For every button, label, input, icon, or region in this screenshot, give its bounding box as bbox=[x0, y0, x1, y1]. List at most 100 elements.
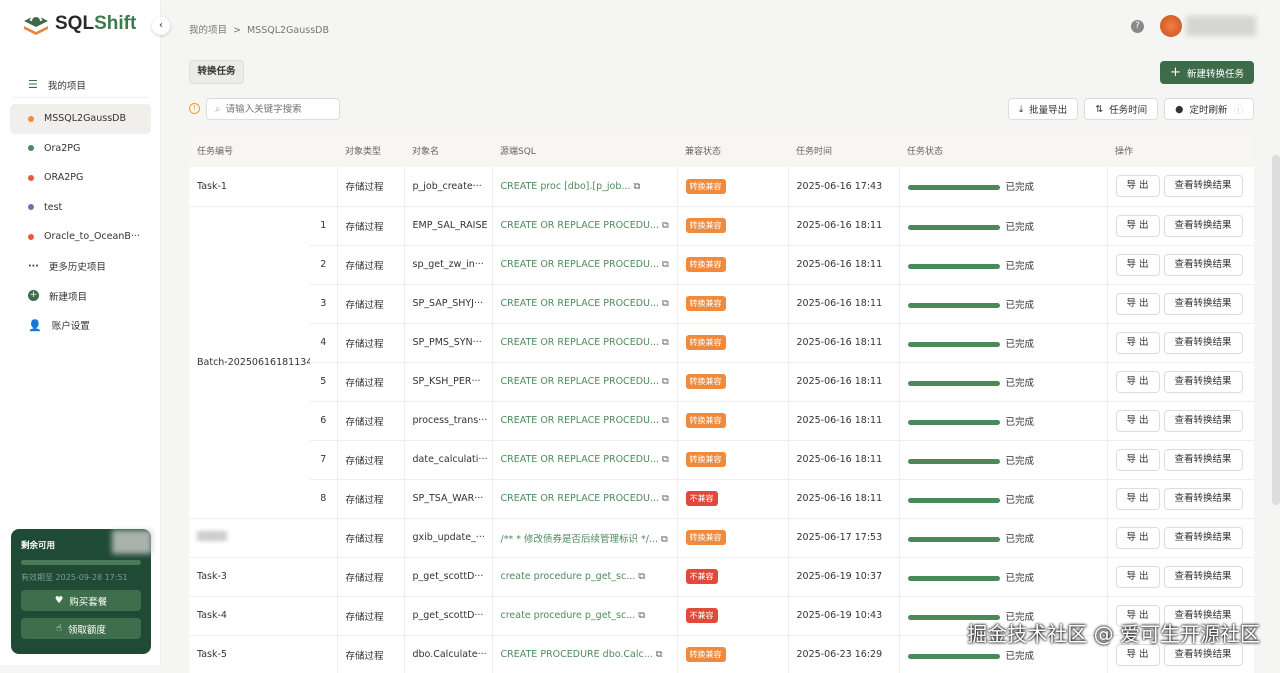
task-id-cell: Task-5 bbox=[189, 635, 310, 673]
view-result-button[interactable]: 查看转换结果 bbox=[1163, 487, 1243, 510]
copy-icon[interactable]: ⧉ bbox=[659, 220, 669, 231]
source-sql[interactable]: create procedure p_get_sc... bbox=[500, 571, 636, 582]
source-sql[interactable]: CREATE OR REPLACE PROCEDU... bbox=[500, 298, 660, 309]
task-id[interactable]: Batch-20250616181134 bbox=[197, 356, 310, 368]
sidebar-item-project[interactable]: test bbox=[10, 193, 151, 223]
copy-icon[interactable]: ⧉ bbox=[659, 298, 669, 309]
sidebar-item-project[interactable]: ORA2PG bbox=[10, 163, 151, 193]
new-task-button[interactable]: + 新建转换任务 bbox=[1160, 61, 1254, 84]
source-sql-cell: CREATE proc [dbo].[p_job... ⧉ bbox=[491, 167, 677, 207]
view-result-button[interactable]: 查看转换结果 bbox=[1163, 175, 1243, 198]
view-result-button[interactable]: 查看转换结果 bbox=[1163, 409, 1243, 432]
source-sql[interactable]: CREATE OR REPLACE PROCEDU... bbox=[500, 415, 660, 426]
source-sql[interactable]: create procedure p_get_sc... bbox=[500, 610, 636, 621]
sidebar-item-my-projects[interactable]: ☰ 我的项目 bbox=[10, 72, 151, 98]
source-sql[interactable]: CREATE proc [dbo].[p_job... bbox=[500, 180, 631, 192]
task-id[interactable]: Task-3 bbox=[197, 571, 227, 582]
status-text: 已完成 bbox=[1005, 611, 1035, 623]
help-icon[interactable]: ? bbox=[1131, 19, 1144, 33]
sidebar-item-more-projects[interactable]: ··· 更多历史项目 bbox=[10, 252, 151, 282]
copy-icon[interactable]: ⧉ bbox=[659, 337, 669, 348]
view-result-button[interactable]: 查看转换结果 bbox=[1163, 526, 1243, 549]
task-time-cell: 2025-06-16 18:11 bbox=[787, 362, 899, 402]
breadcrumb-separator: > bbox=[233, 25, 241, 36]
status-text: 已完成 bbox=[1005, 533, 1035, 545]
export-button[interactable]: 导 出 bbox=[1115, 292, 1160, 315]
export-button[interactable]: 导 出 bbox=[1115, 253, 1160, 276]
source-sql[interactable]: /** * 修改债券是否后续管理标识 */... bbox=[500, 533, 659, 545]
seq-cell bbox=[310, 596, 337, 636]
object-name-cell: SP_KSH_PER··· bbox=[403, 362, 492, 402]
copy-icon[interactable]: ⧉ bbox=[630, 180, 641, 192]
check-circle-icon: ● bbox=[1175, 103, 1184, 115]
source-sql[interactable]: CREATE OR REPLACE PROCEDU... bbox=[500, 454, 660, 465]
source-sql[interactable]: CREATE OR REPLACE PROCEDU... bbox=[500, 337, 660, 348]
auto-refresh-toggle[interactable]: ● 定时刷新 ⓘ bbox=[1164, 98, 1254, 120]
export-button[interactable]: 导 出 bbox=[1115, 526, 1160, 549]
task-id[interactable]: Task-4 bbox=[197, 610, 227, 621]
view-result-button[interactable]: 查看转换结果 bbox=[1163, 370, 1243, 393]
copy-icon[interactable]: ⧉ bbox=[635, 610, 646, 621]
info-icon[interactable]: ! bbox=[189, 103, 200, 114]
object-type-cell: 存储过程 bbox=[336, 245, 404, 285]
copy-icon[interactable]: ⧉ bbox=[658, 533, 668, 545]
quota-expiry: 有效期至 2025-09-28 17:51 bbox=[21, 573, 128, 582]
export-button[interactable]: 导 出 bbox=[1115, 487, 1160, 510]
copy-icon[interactable]: ⧉ bbox=[659, 493, 669, 504]
export-button[interactable]: 导 出 bbox=[1115, 214, 1160, 237]
sort-task-time-button[interactable]: ⇅ 任务时间 bbox=[1084, 98, 1159, 120]
task-status-cell: 已完成 bbox=[898, 440, 1107, 480]
tab-conversion-tasks[interactable]: 转换任务 bbox=[189, 60, 244, 84]
export-button[interactable]: 导 出 bbox=[1115, 409, 1160, 432]
view-result-button[interactable]: 查看转换结果 bbox=[1163, 604, 1243, 627]
avatar[interactable] bbox=[1160, 15, 1182, 37]
source-sql[interactable]: CREATE PROCEDURE dbo.Calc... bbox=[500, 649, 653, 660]
copy-icon[interactable]: ⧉ bbox=[659, 454, 669, 465]
view-result-button[interactable]: 查看转换结果 bbox=[1163, 448, 1243, 471]
sidebar-item-label: MSSQL2GaussDB bbox=[44, 113, 127, 125]
export-button[interactable]: 导 出 bbox=[1115, 331, 1160, 354]
sidebar-nav: ☰ 我的项目 MSSQL2GaussDB Ora2PG ORA2PG test Orac… bbox=[10, 72, 151, 340]
source-sql[interactable]: CREATE OR REPLACE PROCEDU... bbox=[500, 259, 660, 270]
source-sql[interactable]: CREATE OR REPLACE PROCEDU... bbox=[500, 220, 660, 231]
export-button[interactable]: 导 出 bbox=[1115, 175, 1160, 198]
batch-export-button[interactable]: ⤓ 批量导出 bbox=[1007, 98, 1079, 120]
task-id[interactable]: Task-1 bbox=[197, 180, 227, 192]
copy-icon[interactable]: ⧉ bbox=[635, 571, 646, 582]
sidebar-item-label: test bbox=[44, 201, 63, 213]
task-id[interactable]: Task-5 bbox=[197, 649, 227, 660]
copy-icon[interactable]: ⧉ bbox=[659, 259, 669, 270]
sidebar-item-account-settings[interactable]: 👤 账户设置 bbox=[10, 311, 151, 341]
table-tools: ⤓ 批量导出 ⇅ 任务时间 ● 定时刷新 ⓘ bbox=[1007, 98, 1254, 120]
export-button[interactable]: 导 出 bbox=[1115, 565, 1160, 588]
view-result-button[interactable]: 查看转换结果 bbox=[1163, 331, 1243, 354]
source-sql[interactable]: CREATE OR REPLACE PROCEDU... bbox=[500, 376, 660, 387]
breadcrumb-my-projects[interactable]: 我的项目 bbox=[189, 25, 228, 36]
view-result-button[interactable]: 查看转换结果 bbox=[1163, 565, 1243, 588]
scrollbar[interactable] bbox=[1272, 155, 1280, 505]
copy-icon[interactable]: ⧉ bbox=[652, 649, 663, 660]
buy-plan-button[interactable]: ♥ 购买套餐 bbox=[21, 590, 141, 611]
source-sql-cell: CREATE OR REPLACE PROCEDU... ⧉ bbox=[491, 206, 677, 246]
export-button[interactable]: 导 出 bbox=[1115, 370, 1160, 393]
progress-bar bbox=[907, 341, 1000, 347]
claim-quota-button[interactable]: ☝ 领取额度 bbox=[21, 618, 141, 639]
actions-cell: 导 出查看转换结果 bbox=[1106, 362, 1254, 402]
export-button[interactable]: 导 出 bbox=[1115, 448, 1160, 471]
sidebar-item-project[interactable]: Ora2PG bbox=[10, 134, 151, 164]
view-result-button[interactable]: 查看转换结果 bbox=[1163, 292, 1243, 315]
export-button[interactable]: 导 出 bbox=[1115, 604, 1160, 627]
source-sql[interactable]: CREATE OR REPLACE PROCEDU... bbox=[500, 493, 660, 504]
sidebar-item-project[interactable]: MSSQL2GaussDB bbox=[10, 104, 151, 134]
copy-icon[interactable]: ⧉ bbox=[659, 415, 669, 426]
batch-export-label: 批量导出 bbox=[1029, 105, 1068, 116]
view-result-button[interactable]: 查看转换结果 bbox=[1163, 253, 1243, 276]
collapse-sidebar-button[interactable]: ‹ bbox=[152, 17, 170, 35]
sidebar-item-project[interactable]: Oracle_to_OceanB··· bbox=[10, 222, 151, 252]
view-result-button[interactable]: 查看转换结果 bbox=[1163, 214, 1243, 237]
status-text: 已完成 bbox=[1005, 416, 1035, 428]
search-input[interactable] bbox=[225, 103, 326, 115]
logo-suffix: Shift bbox=[94, 13, 137, 34]
copy-icon[interactable]: ⧉ bbox=[659, 376, 669, 387]
sidebar-item-new-project[interactable]: + 新建项目 bbox=[10, 281, 151, 311]
